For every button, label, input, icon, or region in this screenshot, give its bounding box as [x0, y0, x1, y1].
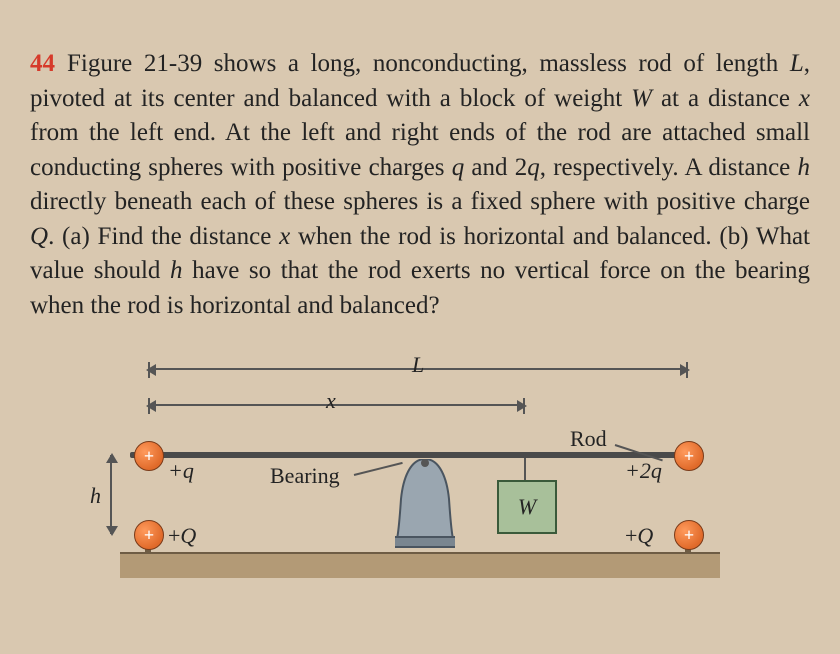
dim-label-L: L	[412, 352, 424, 378]
weight-block: W	[497, 480, 557, 534]
dim-line-h	[110, 455, 112, 534]
weight-label: W	[518, 494, 536, 519]
sphere-Q-left: +	[134, 520, 164, 550]
dim-label-x: x	[326, 388, 336, 414]
dim-line-x	[148, 404, 525, 406]
bearing-label: Bearing	[270, 463, 340, 489]
sphere-2q: +	[674, 441, 704, 471]
charge-Q-right-label: +Q	[625, 523, 653, 549]
charge-2q-label: +2q	[625, 458, 662, 484]
problem-text: 44Figure 21-39 shows a long, nonconducti…	[30, 47, 810, 323]
weight-hanger	[524, 458, 526, 480]
dim-label-h: h	[90, 483, 101, 509]
rod	[130, 452, 700, 458]
sphere-q: +	[134, 441, 164, 471]
bearing	[395, 459, 455, 554]
problem-number: 44	[30, 50, 55, 77]
ground	[120, 552, 720, 578]
rod-label: Rod	[570, 426, 607, 452]
figure-21-39: L x Rod Bearing + +q + +2q +	[120, 348, 720, 578]
charge-q-label: +q	[168, 458, 194, 484]
sphere-Q-right: +	[674, 520, 704, 550]
charge-Q-left-label: +Q	[168, 523, 196, 549]
